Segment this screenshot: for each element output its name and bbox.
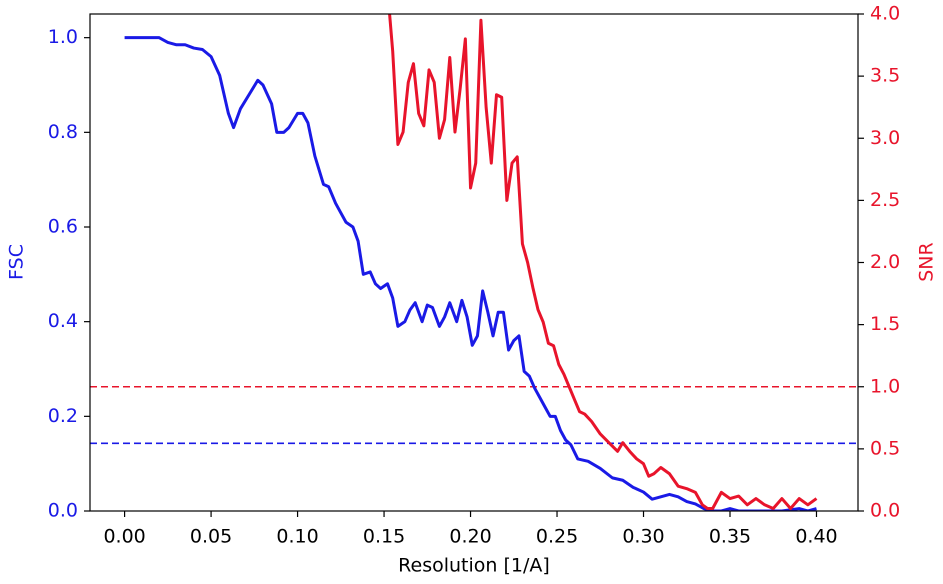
y2-tick-label: 0.0 — [870, 500, 900, 522]
y2-tick-label: 2.5 — [870, 189, 900, 211]
plot-frame — [89, 13, 859, 512]
series-line — [124, 36, 817, 511]
x-tick-label: 0.40 — [795, 526, 837, 548]
y2-tick-label: 1.5 — [870, 313, 900, 335]
y-axis-label: FSC — [6, 244, 28, 280]
x-tick-label: 0.30 — [622, 526, 664, 548]
plot-area — [90, 14, 858, 511]
y-tick-label: 1.0 — [48, 26, 78, 48]
y2-tick-label: 2.0 — [870, 251, 900, 273]
y2-tick-label: 1.0 — [870, 375, 900, 397]
y-tick-label: 0.0 — [48, 500, 78, 522]
y2-axis-label: SNR — [916, 242, 938, 281]
x-tick-label: 0.20 — [449, 526, 491, 548]
series-line — [388, 14, 818, 511]
y-tick-label: 0.4 — [48, 310, 78, 332]
y2-tick-label: 3.5 — [870, 65, 900, 87]
y-tick-label: 0.8 — [48, 121, 78, 143]
x-tick-label: 0.25 — [536, 526, 578, 548]
x-axis-label: Resolution [1/A] — [398, 555, 550, 577]
x-tick-label: 0.15 — [363, 526, 405, 548]
x-tick-label: 0.00 — [103, 526, 145, 548]
y-tick-label: 0.6 — [48, 216, 78, 238]
y-tick-label: 0.2 — [48, 405, 78, 427]
y2-tick-label: 0.5 — [870, 437, 900, 459]
x-tick-label: 0.35 — [709, 526, 751, 548]
y2-tick-label: 4.0 — [870, 3, 900, 25]
x-tick-label: 0.10 — [276, 526, 318, 548]
y2-tick-label: 3.0 — [870, 127, 900, 149]
x-tick-label: 0.05 — [190, 526, 232, 548]
